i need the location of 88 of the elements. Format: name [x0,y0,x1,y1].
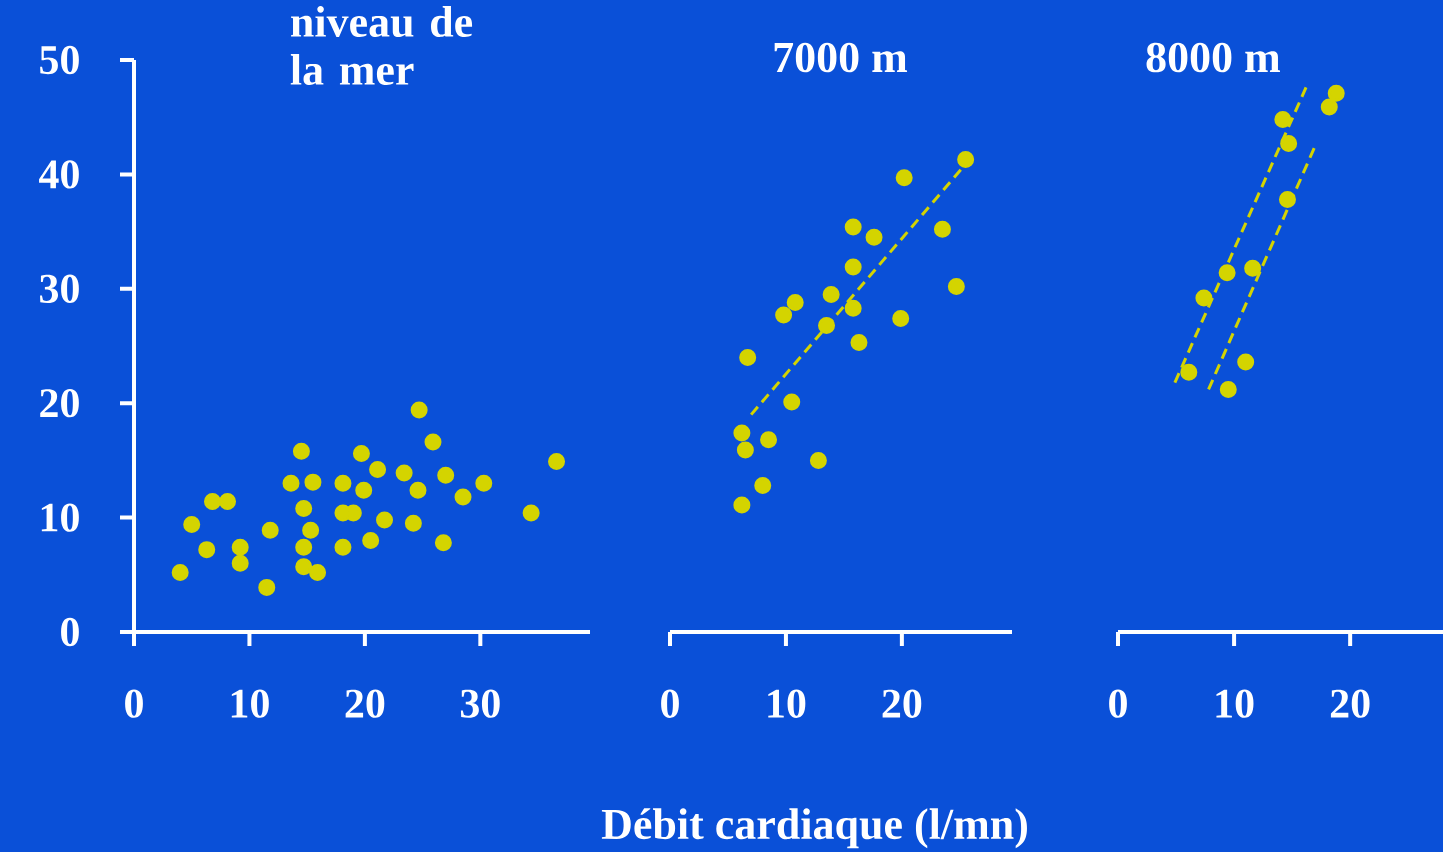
point [198,541,216,559]
x-axis-title: Débit cardiaque (l/mn) [601,808,1027,849]
point [204,493,221,511]
y-tick-label: 30 [40,274,79,303]
point [783,393,801,411]
point [850,334,868,352]
point [183,515,201,533]
point [947,278,965,296]
point [844,258,862,276]
point [295,499,313,517]
point [171,564,189,582]
x-tick-label: 0 [661,689,679,718]
point [1244,259,1262,277]
point [454,488,472,506]
point [957,151,975,169]
point [933,220,951,238]
chart-title: 7000 m [774,42,908,73]
point [822,286,840,304]
x-tick-label: 20 [882,689,922,718]
point [404,514,422,532]
point [258,578,276,596]
point [844,218,862,236]
chart-title: 8000 m [1146,42,1280,73]
point [334,474,352,492]
y-tick-label: 0 [61,617,79,647]
point [362,531,380,549]
y-tick-label: 10 [41,503,79,532]
point [231,554,249,572]
point [282,474,300,492]
point [754,477,772,495]
point [376,511,394,529]
point [309,564,327,582]
point [410,401,428,419]
x-tick-label: 20 [1330,689,1370,718]
point [424,433,442,451]
x-tick-label: 10 [1216,689,1254,718]
point [760,431,778,449]
point [292,442,310,460]
point [304,473,322,491]
point [395,464,413,482]
point [844,299,862,317]
point [1278,191,1296,209]
point [1320,98,1338,116]
point [409,481,427,499]
x-tick-label: 30 [460,689,500,718]
point [1219,380,1237,398]
chart-title: niveau de la mer [290,6,473,85]
point [334,538,352,556]
point [775,306,793,324]
x-tick-label: 10 [231,689,269,718]
x-tick-label: 0 [125,689,143,718]
point [369,461,387,479]
point [892,310,910,328]
point [739,348,757,366]
point [1280,135,1298,153]
x-tick-label: 20 [345,689,385,718]
point [219,493,237,511]
point [733,424,751,442]
point [437,466,455,484]
point [1274,110,1292,128]
point [475,474,493,492]
point [1218,264,1236,282]
point [786,294,804,312]
point [1327,84,1345,102]
point [818,316,836,334]
point [352,445,370,463]
point [231,538,249,556]
x-tick-label: 0 [1109,689,1127,718]
point [261,521,279,539]
point [434,534,452,552]
x-tick-label: 10 [768,689,806,718]
point [548,453,566,471]
point [302,521,320,539]
point [809,451,827,469]
y-tick-label: 50 [40,45,79,75]
point [1180,363,1198,381]
point [865,228,883,246]
point [295,538,313,556]
y-tick-label: 40 [39,160,79,189]
point [1237,353,1255,371]
point [733,496,751,514]
point [895,169,913,187]
point [1195,289,1213,307]
y-tick-label: 20 [40,389,79,418]
point [295,558,313,576]
point [355,481,373,499]
point [736,441,754,459]
point [522,504,540,522]
